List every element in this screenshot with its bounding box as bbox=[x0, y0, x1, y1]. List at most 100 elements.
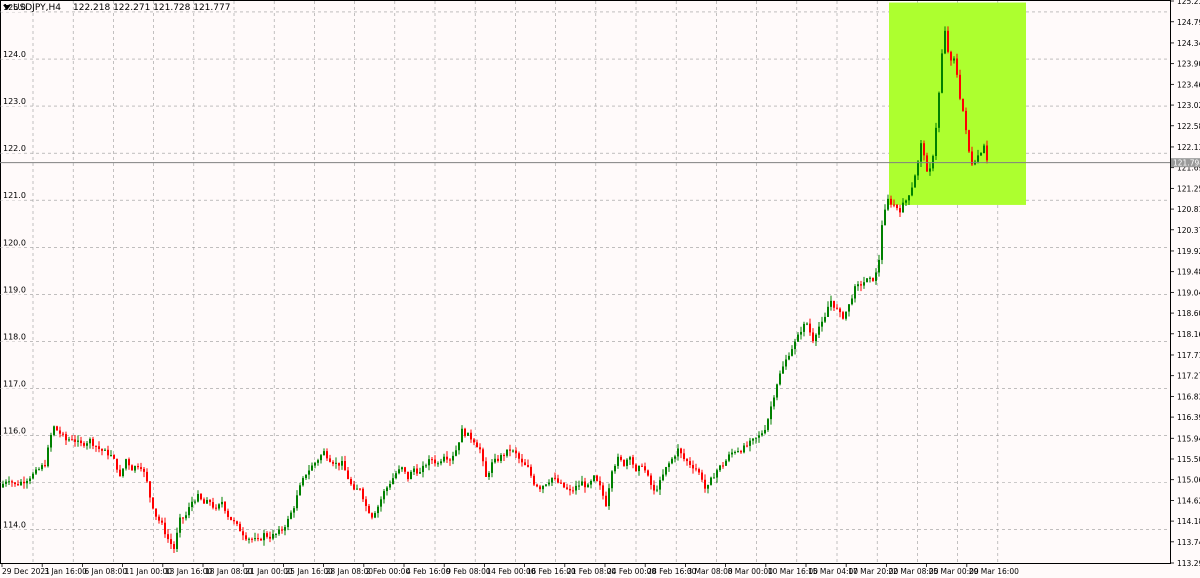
bear-candle-body bbox=[539, 486, 541, 490]
bear-candle-body bbox=[530, 466, 532, 476]
bull-candle-body bbox=[284, 527, 286, 531]
y-tick-label: 120.372 bbox=[1177, 226, 1200, 235]
bull-candle-body bbox=[320, 455, 322, 461]
x-tick-label: 17 Mar 20:00 bbox=[848, 567, 898, 576]
bull-candle-body bbox=[134, 466, 136, 471]
bear-candle-body bbox=[479, 447, 481, 450]
y-tick-label: 117.272 bbox=[1177, 372, 1200, 381]
x-tick-label: 15 Mar 04:00 bbox=[808, 567, 858, 576]
bull-candle-body bbox=[455, 450, 457, 456]
x-tick-label: 24 Feb 00:00 bbox=[607, 567, 656, 576]
bear-candle-body bbox=[239, 523, 241, 532]
bull-candle-body bbox=[545, 484, 547, 486]
bull-candle-body bbox=[38, 469, 40, 471]
bull-candle-body bbox=[977, 155, 979, 162]
x-tick-label: 6 Jan 08:00 bbox=[84, 567, 127, 576]
level-label-bg bbox=[1, 285, 23, 295]
y-tick-label: 115.942 bbox=[1177, 434, 1200, 443]
y-tick-label: 124.342 bbox=[1177, 39, 1200, 48]
bear-candle-body bbox=[635, 464, 637, 472]
bear-candle-body bbox=[236, 521, 238, 524]
bear-candle-body bbox=[446, 456, 448, 460]
bull-candle-body bbox=[275, 533, 277, 535]
ohlc-values: 122.218 122.271 121.728 121.777 bbox=[73, 3, 230, 13]
bear-candle-body bbox=[140, 467, 142, 469]
bull-candle-body bbox=[305, 474, 307, 479]
bull-candle-body bbox=[770, 406, 772, 420]
level-label: 125.0 bbox=[3, 3, 26, 12]
level-label: 114.0 bbox=[3, 521, 26, 530]
last-price-label: 121.798 bbox=[1173, 159, 1200, 168]
bear-candle-body bbox=[962, 98, 964, 111]
bear-candle-body bbox=[158, 516, 160, 521]
bear-candle-body bbox=[182, 517, 184, 519]
bull-candle-body bbox=[629, 457, 631, 460]
bull-candle-body bbox=[578, 485, 580, 487]
bull-candle-body bbox=[437, 463, 439, 465]
bear-candle-body bbox=[128, 459, 130, 466]
bear-candle-body bbox=[509, 449, 511, 451]
x-tick-label: 9 Feb 08:00 bbox=[446, 567, 491, 576]
bull-candle-body bbox=[26, 480, 28, 484]
x-tick-label: 29 Mar 16:00 bbox=[969, 567, 1019, 576]
bull-candle-body bbox=[869, 277, 871, 279]
highlight-rectangle[interactable] bbox=[889, 2, 1026, 205]
bear-candle-body bbox=[362, 488, 364, 500]
bear-candle-body bbox=[584, 481, 586, 488]
bull-candle-body bbox=[335, 462, 337, 464]
bear-candle-body bbox=[146, 471, 148, 482]
bull-candle-body bbox=[674, 456, 676, 459]
bull-candle-body bbox=[278, 529, 280, 534]
bull-candle-body bbox=[383, 491, 385, 500]
bear-candle-body bbox=[650, 475, 652, 485]
x-tick-label: 29 Dec 2021 bbox=[2, 567, 50, 576]
x-tick-label: 22 Mar 08:00 bbox=[888, 567, 938, 576]
bull-candle-body bbox=[221, 501, 223, 505]
candles bbox=[2, 26, 988, 553]
bull-candle-body bbox=[248, 538, 250, 540]
bull-candle-body bbox=[380, 499, 382, 507]
bull-candle-body bbox=[53, 426, 55, 435]
bear-candle-body bbox=[152, 497, 154, 509]
y-tick-label: 121.692 bbox=[1177, 164, 1200, 173]
bear-candle-body bbox=[116, 458, 118, 470]
bull-candle-body bbox=[731, 452, 733, 455]
bear-candle-body bbox=[833, 300, 835, 308]
y-tick-label: 123.022 bbox=[1177, 101, 1200, 110]
bear-candle-body bbox=[230, 516, 232, 521]
level-label-bg bbox=[1, 520, 23, 530]
bear-candle-body bbox=[689, 461, 691, 465]
bull-candle-body bbox=[749, 440, 751, 446]
bear-candle-body bbox=[599, 480, 601, 486]
bear-candle-body bbox=[482, 449, 484, 462]
x-tick-label: 2 Feb 00:00 bbox=[366, 567, 411, 576]
bear-candle-body bbox=[23, 481, 25, 484]
bear-candle-body bbox=[497, 458, 499, 461]
bear-candle-body bbox=[620, 456, 622, 460]
bull-candle-body bbox=[587, 484, 589, 488]
bull-candle-body bbox=[917, 161, 919, 176]
bear-candle-body bbox=[353, 484, 355, 490]
bull-candle-body bbox=[614, 465, 616, 472]
bull-candle-body bbox=[593, 475, 595, 481]
bear-candle-body bbox=[266, 533, 268, 537]
bear-candle-body bbox=[476, 442, 478, 448]
level-labels: 125.0 124.0 123.0 122.0 121.0 120.0 119.0 118.0… bbox=[1, 2, 26, 530]
bull-candle-body bbox=[980, 153, 982, 156]
bear-candle-body bbox=[260, 538, 262, 541]
bull-candle-body bbox=[884, 209, 886, 226]
bull-candle-body bbox=[713, 477, 715, 479]
level-label: 117.0 bbox=[3, 379, 26, 388]
bear-candle-body bbox=[119, 469, 121, 477]
bear-candle-body bbox=[200, 493, 202, 500]
bull-candle-body bbox=[110, 455, 112, 457]
bull-candle-body bbox=[734, 451, 736, 453]
bull-candle-body bbox=[542, 485, 544, 490]
bull-candle-body bbox=[875, 272, 877, 281]
bull-candle-body bbox=[323, 451, 325, 456]
bull-candle-body bbox=[356, 488, 358, 490]
bear-candle-body bbox=[173, 544, 175, 549]
level-label: 122.0 bbox=[3, 144, 26, 153]
bull-candle-body bbox=[758, 435, 760, 438]
